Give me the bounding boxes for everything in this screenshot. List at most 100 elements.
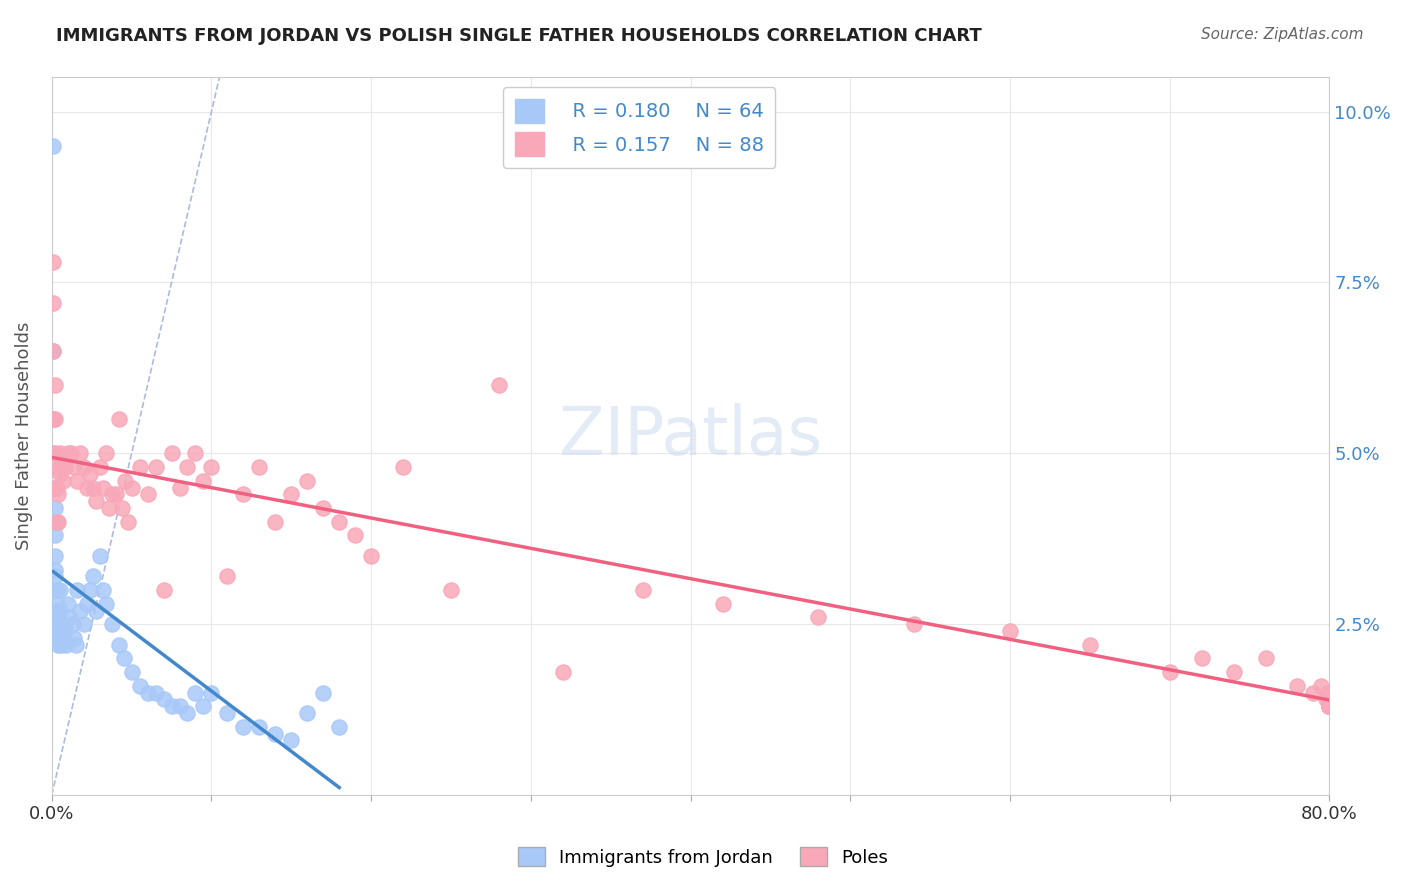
Point <box>176 460 198 475</box>
Text: IMMIGRANTS FROM JORDAN VS POLISH SINGLE FATHER HOUSEHOLDS CORRELATION CHART: IMMIGRANTS FROM JORDAN VS POLISH SINGLE … <box>56 27 981 45</box>
Point <box>232 720 254 734</box>
Point <box>280 487 302 501</box>
Point <box>247 720 270 734</box>
Point <box>297 706 319 720</box>
Point <box>42 343 65 358</box>
Point <box>184 446 207 460</box>
Point <box>42 446 65 460</box>
Point <box>108 638 131 652</box>
Point <box>312 685 335 699</box>
Point <box>46 515 69 529</box>
Point <box>1319 699 1341 714</box>
Point <box>1254 651 1277 665</box>
Y-axis label: Single Father Households: Single Father Households <box>15 322 32 550</box>
Point <box>1319 699 1341 714</box>
Point <box>44 412 66 426</box>
Point <box>42 343 65 358</box>
Point <box>160 699 183 714</box>
Point <box>89 549 111 563</box>
Point <box>631 582 654 597</box>
Point <box>128 679 150 693</box>
Point <box>101 487 124 501</box>
Point <box>1286 679 1309 693</box>
Text: Source: ZipAtlas.com: Source: ZipAtlas.com <box>1201 27 1364 42</box>
Point <box>73 460 96 475</box>
Point <box>55 638 77 652</box>
Point <box>328 515 350 529</box>
Point <box>104 487 127 501</box>
Point <box>217 706 239 720</box>
Point <box>65 638 87 652</box>
Point <box>48 467 70 481</box>
Point <box>66 582 89 597</box>
Point <box>112 651 135 665</box>
Point <box>91 481 114 495</box>
Point <box>48 446 70 460</box>
Point <box>121 481 143 495</box>
Point <box>297 474 319 488</box>
Point <box>79 582 101 597</box>
Point <box>44 501 66 516</box>
Point <box>1302 685 1324 699</box>
Point <box>94 597 117 611</box>
Point <box>58 610 80 624</box>
Point <box>42 412 65 426</box>
Point <box>152 692 174 706</box>
Point <box>247 460 270 475</box>
Point <box>1319 699 1341 714</box>
Point <box>551 665 574 679</box>
Point <box>193 699 215 714</box>
Point <box>184 685 207 699</box>
Point <box>53 460 76 475</box>
Point <box>344 528 367 542</box>
Point <box>152 582 174 597</box>
Point <box>45 603 67 617</box>
Point <box>48 617 70 632</box>
Point <box>44 515 66 529</box>
Point <box>66 474 89 488</box>
Point <box>42 255 65 269</box>
Point <box>440 582 463 597</box>
Point <box>312 501 335 516</box>
Point <box>128 460 150 475</box>
Point <box>903 617 925 632</box>
Point <box>111 501 134 516</box>
Point <box>86 494 108 508</box>
Point <box>217 569 239 583</box>
Point <box>53 624 76 638</box>
Point <box>51 460 73 475</box>
Point <box>44 446 66 460</box>
Legend:   R = 0.180    N = 64,   R = 0.157    N = 88: R = 0.180 N = 64, R = 0.157 N = 88 <box>503 87 776 168</box>
Text: ZIPatlas: ZIPatlas <box>560 403 823 469</box>
Point <box>232 487 254 501</box>
Point <box>89 460 111 475</box>
Point <box>52 474 75 488</box>
Point <box>176 706 198 720</box>
Point <box>45 481 67 495</box>
Point <box>1319 692 1341 706</box>
Point <box>264 726 287 740</box>
Point <box>1310 679 1333 693</box>
Point <box>56 597 79 611</box>
Point <box>45 460 67 475</box>
Point <box>91 582 114 597</box>
Point <box>45 515 67 529</box>
Point <box>1319 699 1341 714</box>
Point <box>121 665 143 679</box>
Point <box>1319 692 1341 706</box>
Point <box>46 487 69 501</box>
Point <box>392 460 415 475</box>
Point <box>998 624 1021 638</box>
Point <box>62 617 84 632</box>
Point <box>200 685 222 699</box>
Point <box>328 720 350 734</box>
Point <box>1316 685 1339 699</box>
Point <box>51 631 73 645</box>
Point <box>69 603 91 617</box>
Point <box>1078 638 1101 652</box>
Point <box>59 446 82 460</box>
Point <box>56 446 79 460</box>
Point <box>1191 651 1213 665</box>
Point <box>114 474 136 488</box>
Point <box>48 582 70 597</box>
